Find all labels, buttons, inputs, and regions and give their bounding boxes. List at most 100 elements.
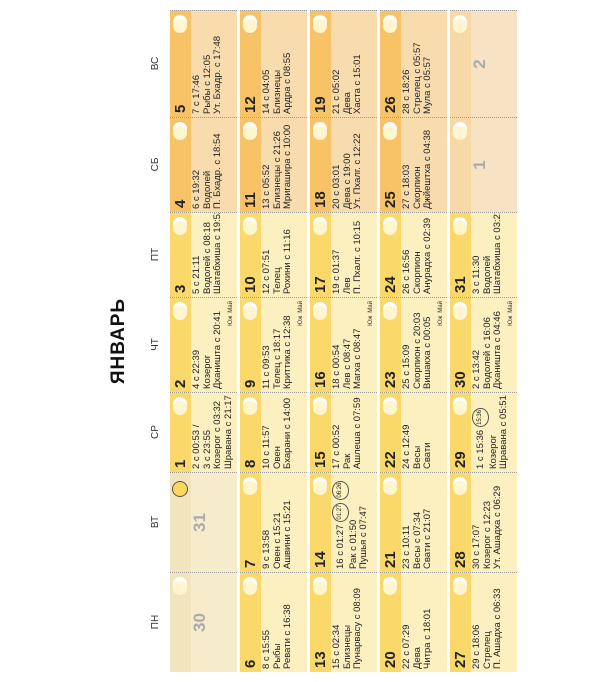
- moon-icon: [453, 481, 467, 495]
- day-number: 19: [312, 96, 329, 113]
- day-info: 4 с 22:39 Козерог Дханишта с 20:41: [191, 311, 224, 389]
- time-badge: 06:26: [332, 480, 349, 500]
- weekday-header: ПН: [150, 614, 161, 630]
- day-number: 31: [452, 276, 469, 293]
- day-cell: 31: [170, 472, 237, 572]
- notes: Юж Май: [368, 301, 374, 329]
- day-cell: 17 19 с 01:37 Лев П. Пхалг. с 10:15: [310, 212, 377, 297]
- info-line: 16 с 01:2701:2706:26: [332, 480, 349, 569]
- day-number: 16: [312, 371, 329, 388]
- info-line: 13 с 05:52: [261, 164, 272, 209]
- moon-icon: [313, 126, 327, 140]
- day-cell: 14 16 с 01:2701:2706:26 Рак с 01:50 Пушья с…: [310, 472, 377, 572]
- day-number: 24: [382, 276, 399, 293]
- info-line: Дханишта с 20:41: [212, 311, 223, 389]
- note: Май: [298, 301, 304, 313]
- day-info: 8 с 15:55 Рыбы Ревати с 16:38: [261, 604, 294, 669]
- day-info: 16 с 01:2701:2706:26 Рак с 01:50 Пушья с 0…: [332, 480, 370, 569]
- moon-icon: [243, 221, 257, 235]
- info-line: 11 с 09:53: [261, 345, 272, 389]
- day-info: 28 с 18:26 Стрелец с 05:57 Мула с 05:57: [401, 42, 434, 114]
- info-line: Ут. Бхадр. с 17:48: [212, 35, 223, 114]
- day-info: 13 с 05:52 Близнецы с 21:26 Мригашира с 10…: [261, 124, 294, 209]
- info-line: 24 с 12:49: [401, 424, 412, 469]
- moon-icon: [383, 126, 397, 140]
- day-number: 31: [190, 513, 209, 532]
- moon-icon: [243, 19, 257, 33]
- moon-icon: [383, 306, 397, 320]
- day-info: 18 с 00:54 Лев с 08:47 Магха с 08:47: [331, 329, 364, 390]
- info-line: 2 с 00:53 /: [191, 424, 202, 469]
- moon-icon: [173, 306, 187, 320]
- day-cell: 30: [170, 572, 237, 672]
- day-cell: 1: [450, 117, 517, 212]
- day-info: 27 с 18:03 Скорпион Джйештха с 04:38: [401, 129, 434, 209]
- info-line: Ут. Ашадха с 06:29: [492, 485, 503, 569]
- info-line: Рохини с 11:16: [282, 229, 293, 294]
- weekday-header: СР: [150, 425, 161, 439]
- moon-icon: [243, 306, 257, 320]
- day-info: 21 с 05:02 Дева Хаста с 15:01: [331, 54, 364, 114]
- note: Юж: [228, 315, 234, 326]
- info-line: 3 с 11:30: [471, 255, 482, 294]
- day-info: 6 с 19:32 Водолей П. Бхадр. с 18:54: [191, 133, 224, 209]
- day-info: 23 с 10:11 Весы с 07:34 Свати с 21:07: [401, 509, 434, 569]
- info-line: П. Пхалг. с 10:15: [352, 220, 363, 294]
- day-cell: 2: [450, 10, 517, 117]
- moon-icon: [313, 401, 327, 415]
- info-line: 19 с 01:37: [331, 249, 342, 294]
- weekday-header: ПТ: [150, 247, 161, 262]
- info-line: Шатабхиша с 03:21: [492, 212, 503, 294]
- day-info: 1 с 15:3615:36 Козерог Шравана с 05:51: [472, 395, 510, 469]
- day-cell: 27 29 с 18:06 Стрелец П. Ашадха с 06:33: [450, 572, 517, 672]
- day-number: 30: [190, 613, 209, 632]
- day-number: 13: [312, 651, 329, 668]
- day-number: 9: [242, 379, 259, 388]
- moon-icon: [313, 306, 327, 320]
- day-number: 23: [382, 371, 399, 388]
- day-cell: 21 23 с 10:11 Весы с 07:34 Свати с 21:07: [380, 472, 447, 572]
- moon-icon: [453, 581, 467, 595]
- info-line: Ут. Пхалг. с 12:22: [352, 133, 363, 209]
- info-line: 23 с 10:11: [401, 525, 412, 569]
- note: Май: [368, 301, 374, 313]
- note: Май: [438, 301, 444, 313]
- info-line: 9 с 13:58: [261, 529, 272, 569]
- day-cell: 26 28 с 18:26 Стрелец с 05:57 Мула с 05:57: [380, 10, 447, 117]
- info-line: 29 с 18:06: [471, 624, 482, 669]
- info-line: Козерог с 03:32: [212, 400, 223, 469]
- day-number: 22: [382, 451, 399, 468]
- info-line: 25 с 15:09: [401, 344, 412, 389]
- time-badge: 01:27: [332, 502, 349, 522]
- weekday-header: ВС: [150, 56, 161, 71]
- moon-icon: [383, 221, 397, 235]
- day-number: 8: [242, 459, 259, 468]
- day-number: 20: [382, 651, 399, 668]
- day-number: 29: [452, 451, 469, 468]
- info-line: Мригашира с 10:00: [282, 124, 293, 209]
- info-line: 7 с 17:46: [191, 74, 202, 114]
- info-line: Дханишта с 04:46: [492, 311, 503, 389]
- info-line: П. Ашадха с 06:33: [492, 588, 503, 669]
- info-line: 6 с 19:32: [191, 169, 202, 209]
- moon-icon: [453, 306, 467, 320]
- day-cell: 13 15 с 02:34 Близнецы Пунарвасу с 08:09: [310, 572, 377, 672]
- info-line: Пунарвасу с 08:09: [352, 588, 363, 669]
- moon-icon: [172, 481, 188, 497]
- day-cell: 9 11 с 09:53 Телец с 18:17 Криттика с 12:38…: [240, 297, 307, 392]
- day-number: 1: [172, 459, 189, 468]
- info-line: Ревати с 16:38: [282, 604, 293, 669]
- moon-icon: [313, 581, 327, 595]
- day-number: 10: [242, 276, 259, 293]
- notes: Юж Май: [508, 301, 514, 329]
- info-line: Джйештха с 04:38: [422, 129, 433, 209]
- day-info: 12 с 07:51 Телец Рохини с 11:16: [261, 229, 294, 294]
- day-number: 28: [452, 551, 469, 568]
- moon-icon: [173, 221, 187, 235]
- note: Юж: [508, 315, 514, 326]
- day-cell: 22 24 с 12:49 Весы Свати: [380, 392, 447, 472]
- moon-icon: [313, 481, 327, 495]
